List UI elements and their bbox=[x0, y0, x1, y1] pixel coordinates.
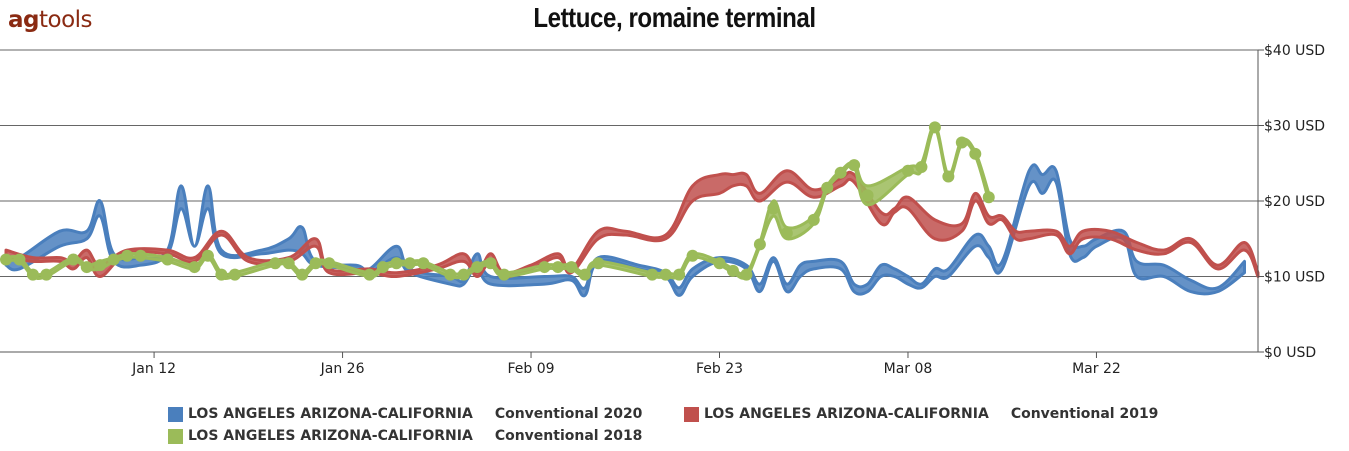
series-2-point-26 bbox=[457, 268, 470, 281]
series-2 bbox=[0, 121, 995, 281]
series-2-point-27 bbox=[471, 261, 484, 274]
series-2-point-35 bbox=[646, 268, 659, 281]
series-2-point-12 bbox=[201, 249, 214, 262]
series-2-point-30 bbox=[538, 261, 551, 274]
series-2-point-53 bbox=[942, 170, 955, 183]
series-2-point-23 bbox=[403, 257, 416, 270]
series-2-point-25 bbox=[444, 268, 457, 281]
series-2-point-43 bbox=[767, 202, 780, 215]
series-2-point-14 bbox=[228, 268, 241, 281]
xtick-label-1: Jan 26 bbox=[320, 361, 365, 377]
series-2-point-41 bbox=[740, 268, 753, 281]
series-2-point-21 bbox=[376, 261, 389, 274]
series-2-point-42 bbox=[753, 238, 766, 251]
legend-swatch-2019 bbox=[684, 406, 699, 422]
xtick-label-5: Mar 22 bbox=[1072, 361, 1121, 377]
series-2-point-55 bbox=[969, 147, 982, 160]
series-2-point-24 bbox=[417, 257, 430, 270]
series-2-point-52 bbox=[928, 121, 941, 134]
series-2-point-3 bbox=[40, 268, 53, 281]
series-2-point-5 bbox=[80, 261, 93, 274]
legend-label-2018: LOS ANGELES ARIZONA-CALIFORNIA bbox=[188, 428, 473, 444]
series-2-point-36 bbox=[659, 268, 672, 281]
logo-part-ag: ag bbox=[8, 7, 39, 33]
ytick-label-10: $10 USD bbox=[1264, 270, 1325, 286]
series-2-point-46 bbox=[821, 181, 834, 194]
series-2-point-1 bbox=[13, 253, 26, 266]
xtick-label-3: Feb 23 bbox=[696, 361, 743, 377]
series-2-point-34 bbox=[592, 257, 605, 270]
grid-layer bbox=[0, 49, 1258, 353]
series-2-point-37 bbox=[673, 268, 686, 281]
chart-title: Lettuce, romaine terminal bbox=[533, 2, 816, 33]
ytick-label-40: $40 USD bbox=[1264, 43, 1325, 59]
ytick-label-20: $20 USD bbox=[1264, 194, 1325, 210]
series-2-point-56 bbox=[982, 191, 995, 204]
legend-swatch-2020 bbox=[168, 406, 183, 422]
legend-sublabel-2018: Conventional 2018 bbox=[494, 428, 643, 444]
series-2-point-10 bbox=[161, 253, 174, 266]
series-2-point-54 bbox=[955, 136, 968, 149]
series-2-point-31 bbox=[551, 261, 564, 274]
ytick-label-0: $0 USD bbox=[1264, 345, 1316, 361]
series-2-point-49 bbox=[861, 189, 874, 202]
series-layer bbox=[0, 121, 1260, 298]
series-2-point-22 bbox=[390, 257, 403, 270]
series-2-point-28 bbox=[484, 257, 497, 270]
series-2-point-47 bbox=[834, 166, 847, 179]
xtick-label-0: Jan 12 bbox=[131, 361, 176, 377]
series-2-point-32 bbox=[565, 261, 578, 274]
series-2-point-9 bbox=[134, 249, 147, 262]
legend-sublabel-2019: Conventional 2019 bbox=[1010, 406, 1159, 422]
series-2-point-0 bbox=[0, 253, 12, 266]
series-2-point-48 bbox=[848, 159, 861, 172]
legend-item-2020[interactable]: LOS ANGELES ARIZONA-CALIFORNIA Conventio… bbox=[168, 406, 642, 422]
series-2-point-39 bbox=[713, 257, 726, 270]
series-2-point-20 bbox=[363, 268, 376, 281]
series-2-point-45 bbox=[807, 213, 820, 226]
legend-label-2019: LOS ANGELES ARIZONA-CALIFORNIA bbox=[704, 406, 989, 422]
agtools-logo[interactable]: agtools bbox=[8, 7, 93, 33]
series-2-point-19 bbox=[323, 257, 336, 270]
legend-item-2019[interactable]: LOS ANGELES ARIZONA-CALIFORNIA Conventio… bbox=[684, 406, 1158, 422]
series-2-point-11 bbox=[188, 261, 201, 274]
series-2-point-50 bbox=[901, 164, 914, 177]
series-2-point-33 bbox=[578, 268, 591, 281]
series-2-point-16 bbox=[282, 257, 295, 270]
series-2-point-2 bbox=[26, 268, 39, 281]
legend-sublabel-2020: Conventional 2020 bbox=[494, 406, 643, 422]
series-2-point-38 bbox=[686, 249, 699, 262]
series-band-2 bbox=[4, 123, 991, 281]
legend-swatch-2018 bbox=[168, 428, 183, 444]
series-2-point-29 bbox=[498, 268, 511, 281]
series-2-point-40 bbox=[726, 264, 739, 277]
ytick-label-30: $30 USD bbox=[1264, 119, 1325, 135]
series-1 bbox=[4, 169, 1260, 279]
series-2-point-4 bbox=[67, 253, 80, 266]
series-2-point-7 bbox=[107, 253, 120, 266]
series-2-point-8 bbox=[121, 249, 134, 262]
series-2-point-13 bbox=[215, 268, 228, 281]
series-band-1 bbox=[4, 169, 1260, 279]
series-2-point-17 bbox=[296, 268, 309, 281]
series-2-point-6 bbox=[94, 259, 107, 272]
legend-label-2020: LOS ANGELES ARIZONA-CALIFORNIA bbox=[188, 406, 473, 422]
series-2-point-15 bbox=[269, 257, 282, 270]
xtick-label-2: Feb 09 bbox=[508, 361, 555, 377]
series-2-point-18 bbox=[309, 257, 322, 270]
series-2-point-44 bbox=[780, 227, 793, 240]
xtick-label-4: Mar 08 bbox=[884, 361, 933, 377]
series-2-point-51 bbox=[915, 161, 928, 174]
legend-item-2018[interactable]: LOS ANGELES ARIZONA-CALIFORNIA Conventio… bbox=[168, 428, 642, 444]
logo-part-tools: tools bbox=[38, 7, 93, 33]
axis-layer: $0 USD $10 USD $20 USD $30 USD $40 USD Jan 12… bbox=[131, 43, 1325, 377]
